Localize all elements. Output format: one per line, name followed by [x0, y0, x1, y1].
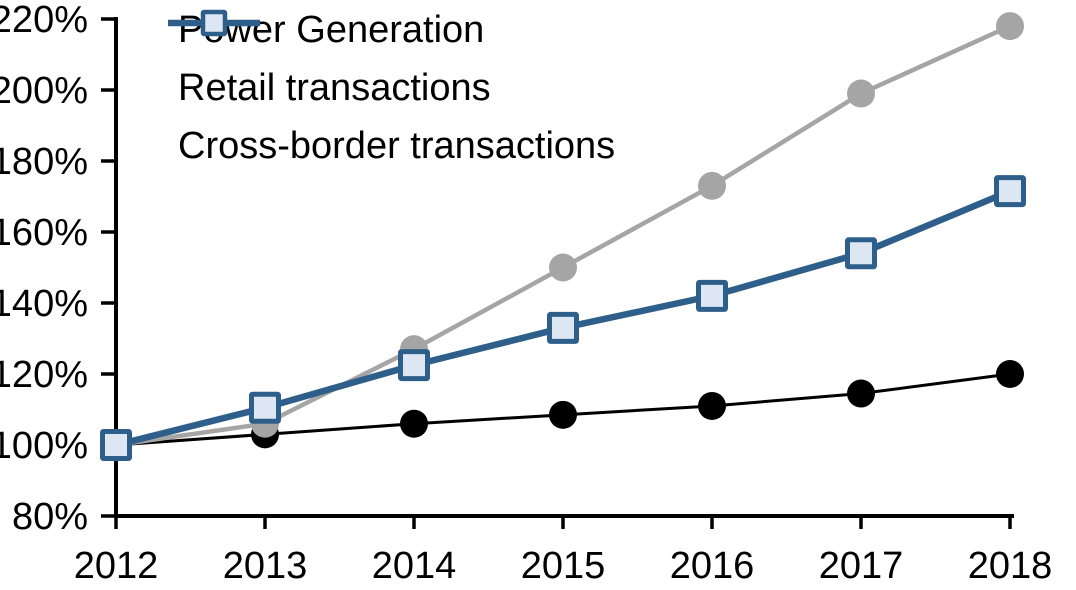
y-axis-tick-label: 120% [0, 354, 88, 396]
y-axis-tick-label: 100% [0, 425, 88, 467]
x-axis-tick-label: 2016 [670, 545, 755, 587]
x-axis-tick-label: 2015 [521, 545, 606, 587]
data-point [698, 391, 726, 420]
data-point [100, 429, 132, 461]
data-point [400, 409, 428, 438]
x-axis-tick-label: 2017 [819, 545, 904, 587]
data-point [996, 360, 1024, 388]
data-point [994, 175, 1026, 208]
y-axis-tick-label: 140% [0, 283, 88, 325]
cross-border-transactions-legend-marker-icon [168, 9, 260, 37]
legend-square-marker-icon [200, 9, 228, 37]
legend-label-power-generation: Power Generation [178, 9, 485, 51]
legend-label-retail-transactions: Retail transactions [178, 67, 491, 109]
x-axis-tick-label: 2013 [223, 545, 308, 587]
chart-legend: Power Generation Retail transactions Cro… [166, 1, 615, 175]
y-axis-tick-label: 80% [12, 496, 88, 538]
data-point [845, 237, 877, 270]
y-axis-tick-label: 160% [0, 212, 88, 254]
y-axis-tick-label: 220% [0, 0, 88, 41]
data-point [696, 279, 728, 312]
data-point [547, 311, 579, 344]
x-axis-tick-label: 2018 [968, 545, 1053, 587]
data-point [549, 400, 577, 429]
data-point [996, 12, 1024, 41]
data-point [398, 349, 430, 382]
x-axis-tick-label: 2012 [74, 545, 159, 587]
data-point [698, 171, 726, 200]
data-point [847, 379, 875, 408]
y-axis-tick-label: 200% [0, 70, 88, 112]
x-axis-tick-label: 2014 [372, 545, 457, 587]
legend-item-retail-transactions: Retail transactions [166, 10, 615, 117]
legend-label-cross-border-transactions: Cross-border transactions [178, 125, 616, 167]
data-point [549, 253, 577, 282]
y-axis-tick-label: 180% [0, 141, 88, 183]
legend-item-cross-border-transactions: Cross-border transactions [166, 9, 616, 175]
data-point [847, 79, 875, 108]
data-point [249, 391, 281, 424]
